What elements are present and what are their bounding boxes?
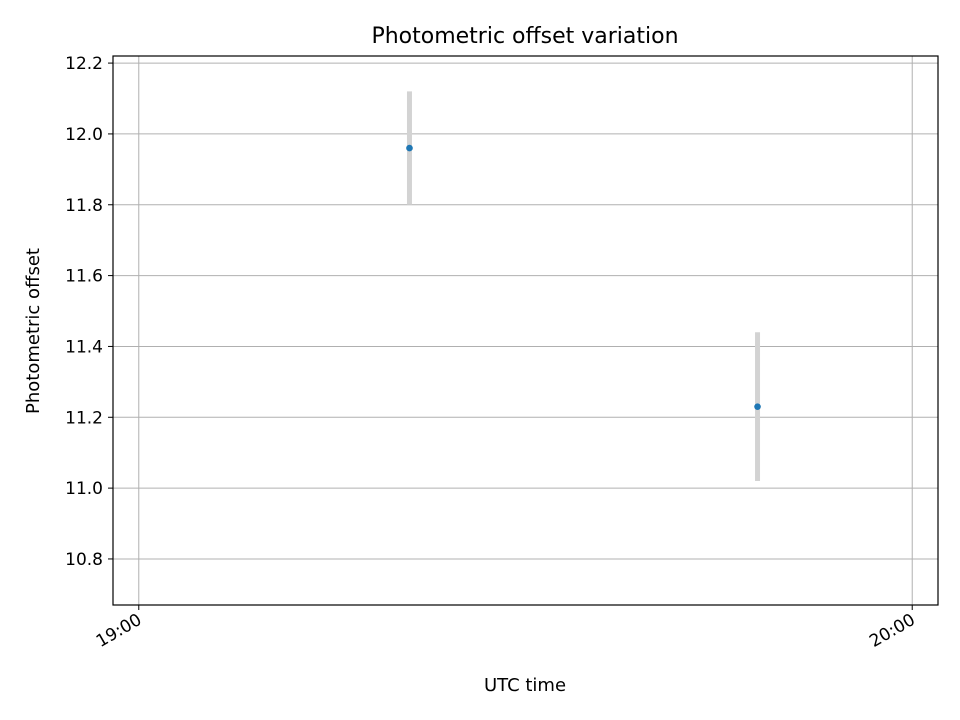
y-tick-label: 11.4 xyxy=(65,337,103,357)
x-axis-label: UTC time xyxy=(484,675,566,696)
y-tick-label: 11.6 xyxy=(65,267,103,287)
y-tick-label: 11.0 xyxy=(65,479,103,499)
data-point xyxy=(754,403,761,410)
y-axis-ticks: 10.8 11.0 11.2 11.4 11.6 11.8 12.0 12.2 xyxy=(65,54,113,570)
y-tick-label: 12.2 xyxy=(65,54,103,74)
y-tick-label: 11.8 xyxy=(65,196,103,216)
data-point xyxy=(406,144,413,152)
data-points xyxy=(406,144,761,410)
y-tick-label: 10.8 xyxy=(65,550,103,570)
y-axis-label: Photometric offset xyxy=(23,248,44,414)
chart-title: Photometric offset variation xyxy=(371,24,678,49)
grid xyxy=(113,56,938,605)
plot-frame xyxy=(112,55,939,606)
y-tick-label: 11.2 xyxy=(65,408,103,428)
y-tick-label: 12.0 xyxy=(65,125,103,145)
